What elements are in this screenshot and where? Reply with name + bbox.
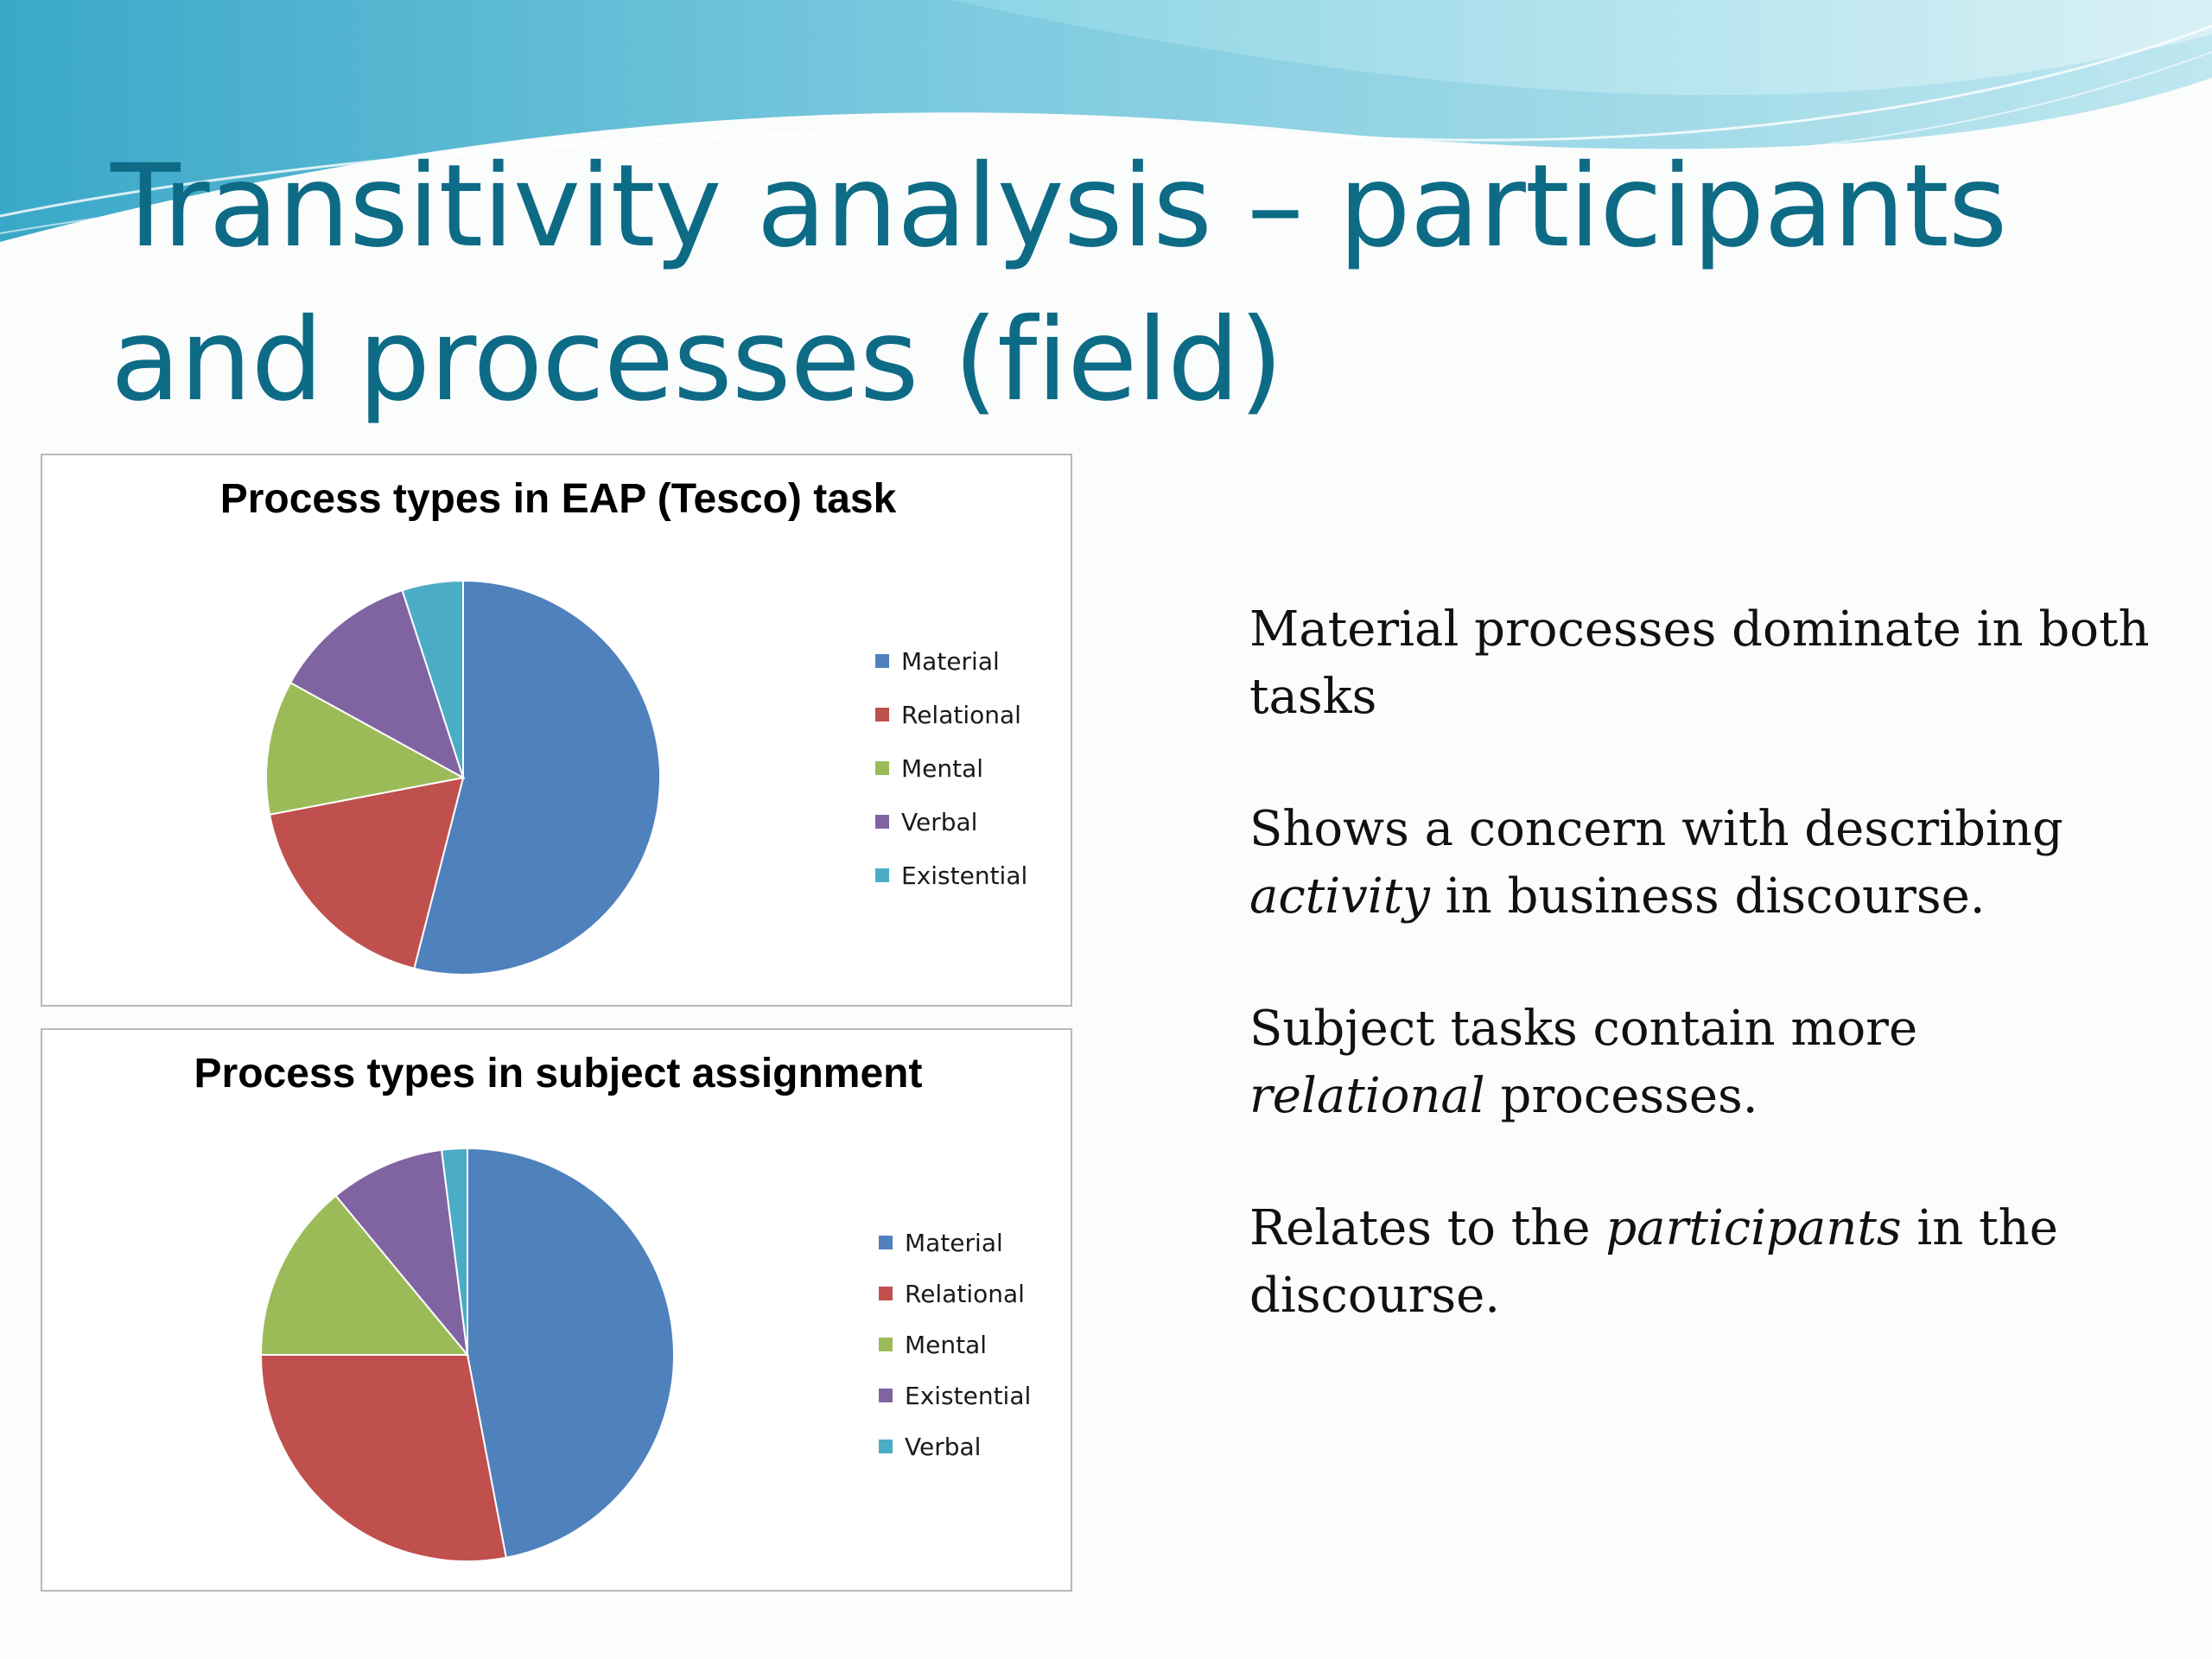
bullet-text: Subject tasks contain more: [1249, 1001, 1918, 1057]
bullet-text: Material processes dominate in both task…: [1249, 601, 2150, 725]
pie-slice-verbal: [289, 588, 465, 780]
pie-slice-existential: [334, 1148, 469, 1358]
legend-swatch-relational: [879, 1287, 893, 1300]
legend-label-existential: Existential: [901, 861, 1027, 890]
eap-process-pie-chart: Process types in EAP (Tesco) task Materi…: [41, 454, 1072, 1007]
bullet-text: Relates to the: [1249, 1200, 1606, 1256]
pie-slice-material: [413, 579, 661, 976]
eap-pie-svg: Process types in EAP (Tesco) task Materi…: [220, 476, 1027, 976]
background-wave: [0, 0, 2212, 242]
legend-label-existential: Existential: [905, 1382, 1031, 1410]
legend-label-material: Material: [905, 1229, 1003, 1257]
bullet-item: Material processes dominate in both task…: [1249, 596, 2165, 731]
legend-swatch-existential: [875, 868, 889, 882]
legend-swatch-mental: [875, 761, 889, 775]
bullet-list: Material processes dominate in both task…: [1249, 596, 2165, 1395]
legend-label-verbal: Verbal: [905, 1433, 981, 1461]
legend-label-mental: Mental: [901, 754, 983, 783]
pie-slice-relational: [259, 1354, 507, 1562]
bullet-item: Relates to the participants in the disco…: [1249, 1195, 2165, 1330]
italic-term: participants: [1605, 1200, 1902, 1256]
italic-term: activity: [1249, 868, 1430, 925]
chart-title: Process types in EAP (Tesco) task: [220, 476, 897, 522]
legend-swatch-mental: [879, 1338, 893, 1351]
legend-label-relational: Relational: [905, 1280, 1025, 1308]
bullet-item: Shows a concern with describing activity…: [1249, 796, 2165, 931]
slide-title: Transitivity analysis – participants and…: [111, 140, 2007, 427]
bullet-text: processes.: [1484, 1068, 1758, 1124]
pie-slice-relational: [268, 776, 465, 970]
pie-slice-verbal: [440, 1147, 468, 1356]
legend-swatch-verbal: [879, 1440, 893, 1453]
bullet-text: Shows a concern with describing: [1249, 801, 2063, 857]
legend-label-material: Material: [901, 647, 1000, 676]
subject-process-pie-chart: Process types in subject assignment Mate…: [41, 1028, 1072, 1592]
legend-swatch-relational: [875, 708, 889, 721]
legend-label-mental: Mental: [905, 1331, 987, 1359]
pie-slice-mental: [265, 681, 466, 816]
pie-slice-mental: [259, 1194, 470, 1356]
chart-title: Process types in subject assignment: [194, 1051, 923, 1096]
bullet-item: Subject tasks contain more relational pr…: [1249, 995, 2165, 1130]
legend-label-verbal: Verbal: [901, 808, 977, 836]
pie-slice-existential: [401, 579, 464, 779]
legend-swatch-existential: [879, 1389, 893, 1402]
legend-label-relational: Relational: [901, 701, 1021, 729]
bullet-text: in the discourse.: [1249, 1200, 2058, 1324]
legend-swatch-verbal: [875, 815, 889, 829]
bullet-text: in business discourse.: [1429, 868, 1986, 925]
legend-swatch-material: [879, 1236, 893, 1249]
legend-swatch-material: [875, 654, 889, 668]
subject-pie-svg: Process types in subject assignment Mate…: [194, 1051, 1031, 1562]
pie-slice-material: [467, 1147, 675, 1559]
italic-term: relational: [1249, 1068, 1485, 1124]
